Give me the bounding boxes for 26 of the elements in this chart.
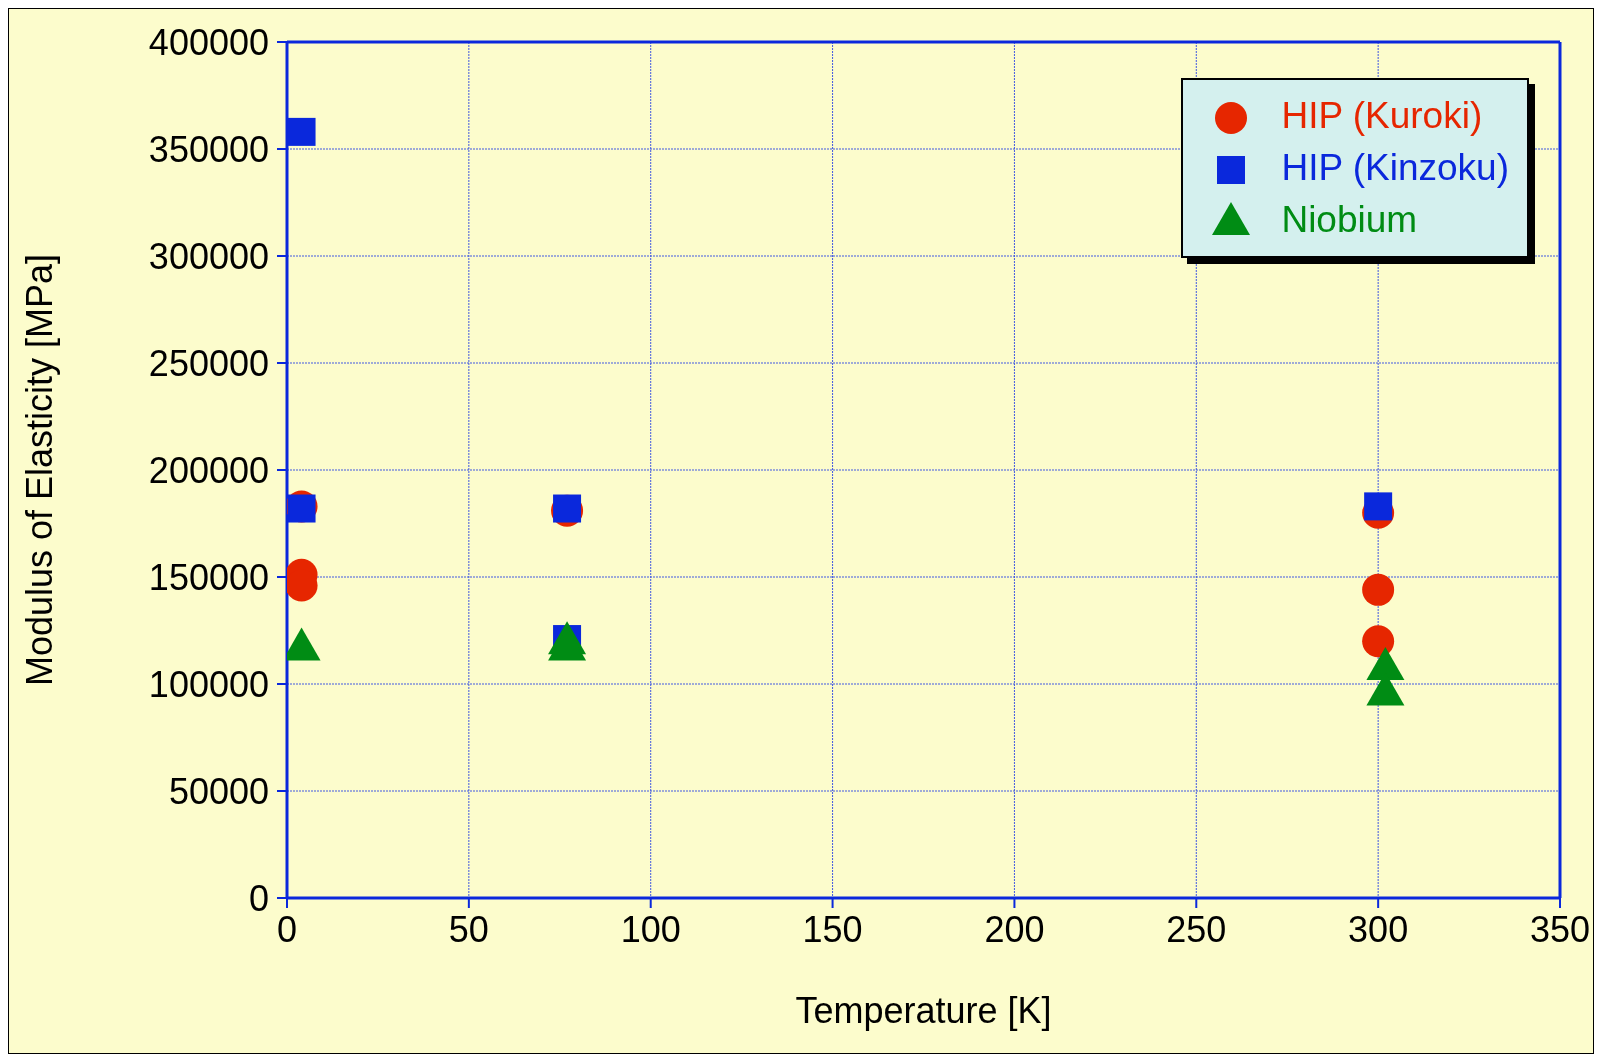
- y-tick-label: 50000: [168, 770, 269, 812]
- y-tick-label: 200000: [148, 449, 269, 491]
- x-tick-label: 0: [276, 908, 298, 950]
- x-axis-title: Temperature [K]: [795, 990, 1052, 1031]
- y-axis-title: Modulus of Elasticity [MPa]: [18, 253, 60, 687]
- y-tick-label: 0: [248, 877, 269, 919]
- y-tick-label: 150000: [148, 556, 269, 598]
- point: [1362, 625, 1395, 658]
- legend-label: HIP (Kinzoku): [1281, 147, 1509, 189]
- point: [1364, 492, 1393, 521]
- x-tick-label: 250: [1166, 908, 1227, 950]
- legend-label: Niobium: [1281, 199, 1418, 241]
- point: [287, 117, 316, 146]
- legend-label: HIP (Kuroki): [1281, 95, 1483, 137]
- x-tick-label: 200: [984, 908, 1045, 950]
- y-tick-label: 250000: [148, 342, 269, 384]
- y-tick-label: 300000: [148, 235, 269, 277]
- x-tick-label: 50: [448, 908, 489, 950]
- point: [1362, 573, 1395, 606]
- y-tick-label: 400000: [148, 21, 269, 63]
- x-tick-label: 300: [1348, 908, 1409, 950]
- x-tick-label: 150: [802, 908, 863, 950]
- x-tick-label: 350: [1529, 908, 1591, 950]
- y-tick-label: 100000: [148, 663, 269, 705]
- x-tick-label: 100: [620, 908, 681, 950]
- y-tick-label: 350000: [148, 128, 269, 170]
